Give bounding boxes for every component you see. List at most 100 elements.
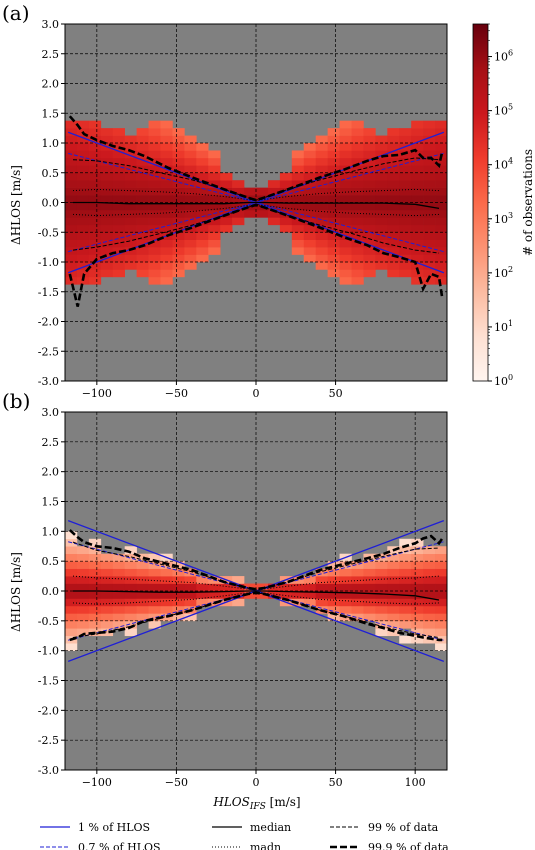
- heatmap-cell: [148, 269, 161, 278]
- heatmap-cell: [65, 128, 78, 136]
- heatmap-cell: [387, 239, 400, 248]
- heatmap-cell: [76, 613, 90, 622]
- heatmap-cell: [351, 143, 364, 151]
- heatmap-cell: [363, 135, 376, 144]
- series-line-99-9-of-data: [68, 115, 444, 202]
- heatmap-cell: [100, 172, 114, 181]
- x-tick-label: 0: [253, 387, 260, 400]
- heatmap-cell: [423, 628, 436, 637]
- series-line-madn: [72, 188, 440, 202]
- heatmap-cell: [112, 598, 125, 607]
- heatmap-cell: [100, 180, 114, 188]
- heatmap-cell: [411, 561, 424, 569]
- heatmap-cell: [88, 538, 102, 547]
- heatmap-cell: [100, 576, 114, 584]
- heatmap-cell: [244, 591, 257, 599]
- heatmap-cell: [387, 180, 400, 188]
- heatmap-cell: [303, 172, 316, 181]
- heatmap-cell: [88, 591, 102, 599]
- series-line-99-9-of-data: [68, 529, 444, 591]
- heatmap-cell: [315, 135, 328, 144]
- heatmap-cell: [232, 187, 245, 196]
- heatmap-cell: [267, 195, 281, 203]
- heatmap-cell: [220, 202, 233, 211]
- heatmap-cell: [351, 165, 364, 174]
- heatmap-cell: [196, 217, 209, 226]
- heatmap-cell: [423, 150, 436, 159]
- legend-label: 0.7 % of HLOS: [78, 841, 161, 850]
- heatmap-cell: [423, 576, 436, 584]
- y-tick-label: -3.0: [38, 375, 59, 388]
- heatmap-cell: [184, 576, 197, 584]
- heatmap-cell: [315, 576, 328, 584]
- y-axis-label-b: ΔHLOS [m/s]: [9, 552, 23, 632]
- heatmap-cell: [363, 568, 376, 577]
- heatmap-cell: [423, 561, 436, 569]
- heatmap-cell: [387, 247, 400, 255]
- colorbar-tick-exp: 0: [508, 373, 513, 382]
- heatmap-cell: [100, 150, 114, 159]
- heatmap-cell: [351, 613, 364, 622]
- heatmap-cell: [279, 217, 293, 226]
- heatmap-cell: [411, 150, 424, 159]
- colorbar-tick-label: 106: [494, 49, 513, 64]
- heatmap-cell: [88, 172, 102, 181]
- heatmap-cell: [196, 187, 209, 196]
- heatmap-cell: [172, 157, 185, 166]
- heatmap-cell: [435, 583, 448, 592]
- heatmap-cell: [423, 613, 436, 622]
- heatmap-cell: [232, 195, 245, 203]
- y-tick-label: 1.5: [42, 107, 60, 120]
- heatmap-cell: [375, 583, 388, 592]
- heatmap-cell: [148, 262, 161, 270]
- heatmap-cell: [411, 568, 424, 577]
- heatmap-cell: [136, 613, 149, 622]
- heatmap-cell: [184, 598, 197, 607]
- heatmap-cell: [327, 180, 340, 188]
- heatmap-cell: [208, 195, 221, 203]
- heatmap-cell: [399, 269, 412, 278]
- heatmap-cell: [363, 239, 376, 248]
- heatmap-cell: [124, 239, 137, 248]
- colorbar-tick-base: 10: [494, 105, 508, 118]
- heatmap-cell: [65, 195, 78, 203]
- heatmap-cell: [351, 276, 364, 285]
- heatmap-cell: [399, 224, 412, 233]
- heatmap-cell: [351, 576, 364, 584]
- heatmap-cell: [375, 217, 388, 226]
- heatmap-cell: [267, 217, 281, 226]
- heatmap-cell: [136, 605, 149, 614]
- heatmap-cell: [100, 613, 114, 622]
- heatmap-cell: [435, 591, 448, 599]
- heatmap-cell: [423, 143, 436, 151]
- heatmap-cell: [65, 232, 78, 240]
- heatmap-cell: [387, 224, 400, 233]
- heatmap-cell: [423, 128, 436, 136]
- y-tick-label: -0.5: [38, 226, 59, 239]
- heatmap-cell: [160, 254, 173, 263]
- heatmap-cell: [65, 643, 78, 651]
- heatmap-cell: [423, 224, 436, 233]
- heatmap-cell: [65, 583, 78, 592]
- heatmap-cell: [220, 591, 233, 599]
- heatmap-cell: [435, 620, 448, 629]
- panel-label-a: (a): [2, 1, 30, 25]
- heatmap-cell: [100, 583, 114, 592]
- heatmap-cell: [327, 247, 340, 255]
- heatmap-cell: [363, 128, 376, 136]
- heatmap-cell: [112, 195, 125, 203]
- heatmap-cell: [65, 568, 78, 577]
- heatmap-cell: [148, 591, 161, 599]
- heatmap-cell: [279, 180, 293, 188]
- heatmap-cell: [315, 591, 328, 599]
- heatmap-cell: [100, 239, 114, 248]
- heatmap-cell: [327, 143, 340, 151]
- heatmap-cell: [363, 254, 376, 263]
- heatmap-cell: [196, 157, 209, 166]
- heatmap-cell: [387, 269, 400, 278]
- heatmap-cell: [375, 195, 388, 203]
- heatmap-cell: [124, 605, 137, 614]
- heatmap-cell: [423, 172, 436, 181]
- heatmap-cell: [172, 224, 185, 233]
- heatmap-cell: [148, 553, 161, 562]
